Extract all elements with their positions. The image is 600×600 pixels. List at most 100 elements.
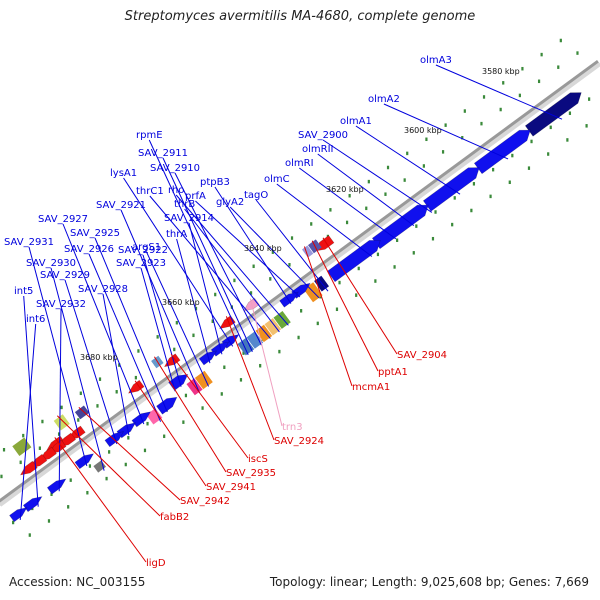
track-dot: [60, 405, 63, 410]
track-dot: [566, 138, 569, 142]
leader-sav-2904: [322, 237, 398, 355]
track-dot: [288, 263, 291, 267]
track-dot: [335, 307, 339, 312]
track-dot: [576, 51, 579, 55]
track-dot: [434, 210, 437, 214]
track-dot: [329, 208, 332, 212]
gene-label-sav-2900: SAV_2900: [298, 130, 348, 141]
leader-sav-2935: [153, 356, 227, 473]
leader-sav-2921: [120, 209, 201, 394]
gene-label-sav-2941: SAV_2941: [206, 482, 256, 493]
genome-stats: Topology: linear; Length: 9,025,608 bp; …: [269, 575, 589, 589]
feature-labels: olmA3 olmA2 olmA1 SAV_2900 olmRII olmRI olmC ta…: [4, 55, 452, 569]
track-dot: [108, 450, 111, 454]
track-dot: [588, 97, 591, 101]
leader-sav-2941: [134, 380, 207, 487]
gene-label-rho: rho: [168, 185, 184, 196]
leader-sav-2930: [50, 267, 105, 471]
leader-lysa1: [123, 177, 234, 347]
ruler-label-3: 3640 kbp: [244, 244, 282, 253]
gene-label-sav-2922: SAV_2922: [118, 245, 168, 256]
gene-label-args1: argS1: [132, 242, 161, 253]
track-dot: [406, 151, 409, 156]
track-dot: [518, 93, 521, 98]
track-dot: [2, 447, 6, 452]
track-dot: [482, 95, 486, 99]
gene-reverse-green-glyph: [12, 437, 32, 456]
track-dot: [365, 206, 368, 211]
track-dot: [489, 194, 492, 199]
track-dot: [233, 278, 236, 283]
leader-trn3: [249, 298, 283, 427]
leader-tago: [255, 199, 329, 292]
gene-SAV_2932-glyph: [46, 478, 67, 495]
leader-sav-2929: [64, 279, 118, 445]
track-dot: [345, 220, 349, 225]
ruler-label-5: 3680 kbp: [80, 353, 118, 362]
leader-iscs: [170, 354, 249, 459]
track-dot: [568, 111, 572, 115]
track-dot: [425, 137, 428, 142]
track-dot: [480, 121, 483, 126]
gene-label-int6: int6: [26, 314, 45, 325]
gene-label-lysa1: lysA1: [110, 168, 137, 179]
gene-rho-glyph: [273, 311, 291, 329]
gene-thrC1-glyph: [255, 324, 273, 343]
leader-thrc1: [149, 195, 271, 339]
track-dot: [472, 182, 476, 186]
leader-sav-2926: [88, 253, 162, 422]
leader-sav-2914: [188, 222, 223, 355]
gene-label-ppta1: pptA1: [378, 367, 408, 378]
leader-olma2: [383, 103, 509, 160]
track-dot: [86, 490, 89, 495]
gene-SAV_2930-glyph: [93, 460, 106, 473]
ruler-label-4: 3660 kbp: [162, 298, 200, 307]
gene-label-olmc: olmC: [264, 174, 290, 185]
track-dot: [50, 492, 53, 497]
track-dot: [271, 250, 274, 254]
track-dot: [0, 474, 3, 479]
leader-prfa: [195, 200, 301, 298]
track-dot: [492, 167, 495, 172]
leader-sav-2928: [102, 293, 130, 436]
track-dot: [105, 476, 108, 481]
track-dot: [537, 79, 541, 84]
track-dot: [557, 65, 560, 69]
gene-label-prfa: prfA: [185, 191, 206, 202]
track-dot: [146, 421, 149, 426]
gene-label-thrc1: thrC1: [136, 186, 164, 197]
track-dot: [530, 139, 533, 144]
track-dot: [338, 280, 341, 285]
track-dot: [461, 136, 464, 140]
gene-label-sav-2942: SAV_2942: [180, 496, 230, 507]
track-dot: [357, 266, 360, 271]
track-dot: [192, 333, 195, 338]
track-dot: [316, 321, 319, 326]
leader-sav-2942: [78, 406, 181, 501]
track-dot: [127, 436, 130, 440]
track-dot: [156, 335, 159, 339]
track-dot: [118, 363, 121, 367]
gene-label-sav-2923: SAV_2923: [116, 258, 166, 269]
leader-sav-2924: [225, 316, 275, 441]
gene-label-thrb: thrB: [174, 199, 195, 210]
track-dot: [300, 309, 303, 313]
track-dot: [220, 392, 223, 396]
track-dot: [194, 306, 198, 311]
track-dot: [290, 236, 294, 240]
gene-label-sav-2910: SAV_2910: [150, 163, 200, 174]
leader-sav-2911: [162, 157, 253, 352]
track-dot: [214, 292, 217, 297]
gene-label-sav-2930: SAV_2930: [26, 258, 76, 269]
track-dot: [211, 319, 214, 323]
track-dot: [499, 107, 502, 112]
track-dot: [585, 124, 588, 128]
track-dot: [69, 478, 72, 482]
gene-int6-glyph: [9, 507, 28, 523]
track-dot: [297, 335, 300, 340]
track-dot: [163, 434, 166, 439]
leader-olmrii: [317, 153, 415, 227]
gene-label-rpme: rpmE: [136, 130, 163, 141]
track-dot: [239, 378, 243, 382]
